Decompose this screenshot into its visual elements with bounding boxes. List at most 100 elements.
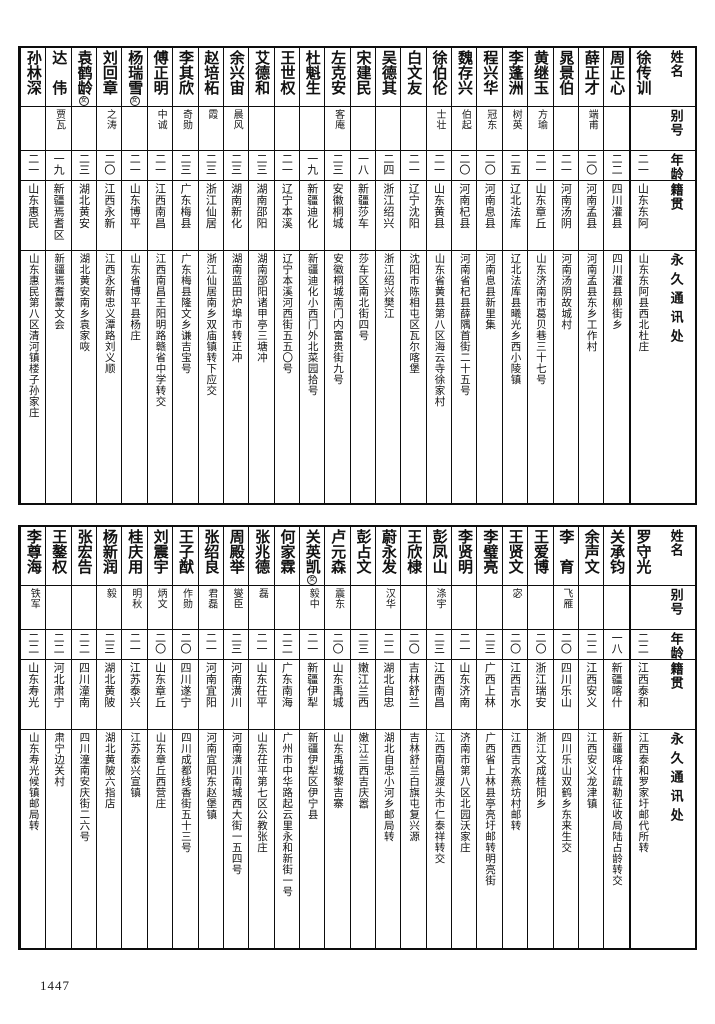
entry-origin-cell: 河南杞县 xyxy=(452,180,477,250)
entry-origin: 山东济南 xyxy=(457,662,471,708)
entry-origin: 河南宜阳 xyxy=(204,662,218,708)
entry-address: 河南孟县东乡工作村 xyxy=(585,253,598,352)
gender-mark-icon: 女 xyxy=(129,96,140,106)
entry-alias: 铁军 xyxy=(28,588,40,609)
entry-age-cell: 二三 xyxy=(249,150,274,180)
entry-age-cell: 二二 xyxy=(604,150,629,180)
entry-address: 河南汤阴故城村 xyxy=(560,253,573,330)
entry-name-wrap: 赵培柘 xyxy=(202,50,220,95)
entry-origin-cell: 新疆焉耆区 xyxy=(46,180,71,250)
entry-address: 安徽桐城南门内富贵街九号 xyxy=(332,253,345,385)
roster-entry-column: 黄继玉 方瑜 二一 山东章丘 山东济南市葛贝巷三十七号 xyxy=(527,48,553,503)
entry-origin: 河南汤阴 xyxy=(559,183,573,229)
entry-alias: 汉华 xyxy=(383,588,395,609)
entry-alias: 之涛 xyxy=(104,109,116,130)
entry-origin-cell: 四川灌县 xyxy=(604,180,629,250)
entry-name-cell: 王子猷 xyxy=(173,527,197,585)
entry-name-wrap: 张绍良 xyxy=(202,529,220,574)
entry-alias-cell: 君磊 xyxy=(198,585,223,629)
entry-origin: 湖北黄陂 xyxy=(102,662,116,708)
entry-name-wrap: 桂庆用 xyxy=(126,529,144,574)
roster-entry-column: 宋建民 一八 新疆莎车 莎车区南北街四号 xyxy=(349,48,376,503)
entry-alias-cell xyxy=(578,585,604,629)
entry-addr-cell: 四川成都线香街五十三号 xyxy=(173,729,198,948)
entry-origin: 辽宁沈阳 xyxy=(407,183,421,229)
entry-origin: 江西吉水 xyxy=(508,662,522,708)
entry-age-cell: 二三 xyxy=(426,629,452,659)
entry-alias: 伯起 xyxy=(459,109,471,130)
entry-origin-cell: 辽北法库 xyxy=(502,180,528,250)
entry-origin: 浙江瑞安 xyxy=(533,662,547,708)
entry-age-cell: 一九 xyxy=(46,150,71,180)
entry-addr-cell: 河南汤阴故城村 xyxy=(553,250,578,503)
entry-age-cell: 二〇 xyxy=(528,629,553,659)
roster-entry-column: 彭占文 二三 嫩江兰西 嫩江兰西吉庆嚣 xyxy=(349,527,376,948)
entry-age: 二一 xyxy=(533,153,547,175)
entry-name-cell: 彭占文 xyxy=(351,527,375,585)
entry-age-cell: 二〇 xyxy=(147,629,173,659)
entry-age-cell: 一八 xyxy=(604,629,629,659)
entry-origin: 广东梅县 xyxy=(178,183,192,229)
entry-age-cell: 二三 xyxy=(325,150,350,180)
entry-age: 一九 xyxy=(305,153,319,175)
entry-age-cell: 二〇 xyxy=(173,629,198,659)
entry-origin-cell: 广东南海 xyxy=(274,659,299,729)
header-address: 永久通讯处 xyxy=(667,253,683,348)
entry-origin: 河南孟县 xyxy=(584,183,598,229)
entry-address: 江西吉水燕坊村邮转 xyxy=(509,732,522,831)
entry-name-cell: 白文友 xyxy=(401,48,425,106)
roster-entry-column: 李贤明 二一 山东济南 济南市第八区北园沃家庄 xyxy=(451,527,477,948)
roster-entry-column: 罗守光 二二 江西泰和 江西泰和罗家圩邮代所转 xyxy=(628,527,655,948)
entry-name-wrap: 薛正才 xyxy=(583,50,601,95)
header-age: 年龄 xyxy=(667,153,683,180)
entry-origin: 新疆迪化 xyxy=(305,183,319,229)
column-header-strip: 姓名 别号 年龄 籍贯 永久通讯处 xyxy=(655,527,695,948)
entry-name-cell: 余兴宙 xyxy=(224,48,248,106)
header-alias-cell: 别号 xyxy=(655,585,695,629)
header-origin: 籍贯 xyxy=(667,662,683,690)
entry-alias-cell: 宓 xyxy=(502,585,528,629)
entry-addr-cell: 莎车区南北街四号 xyxy=(350,250,376,503)
entry-age-cell: 二〇 xyxy=(553,629,578,659)
entry-name-wrap: 刘回章 xyxy=(101,50,119,95)
entry-alias-cell: 端甫 xyxy=(578,106,604,150)
entry-alias: 霞 xyxy=(205,109,217,120)
entry-origin-cell: 山东东阿 xyxy=(630,180,655,250)
entry-origin-cell: 山东禹城 xyxy=(325,659,350,729)
entry-addr-cell: 河南潢川南城西大街一五四号 xyxy=(223,729,249,948)
entry-origin-cell: 河北肃宁 xyxy=(46,659,71,729)
entry-origin: 新疆喀什 xyxy=(610,662,624,708)
entry-alias-cell: 晨风 xyxy=(223,106,249,150)
roster-entry-column: 李其欣 奇勋 二三 广东梅县 广东梅县隆文乡谦吉宝号 xyxy=(172,48,198,503)
entry-origin: 江西泰和 xyxy=(636,662,650,708)
roster-entry-column: 李 育飞雁 二〇 四川乐山 四川乐山双鹤乡东来生交 xyxy=(552,527,578,948)
entry-addr-cell: 广州市中华路起云里永和新街一号 xyxy=(274,729,299,948)
entry-origin-cell: 新疆伊犁 xyxy=(299,659,325,729)
entry-address: 山东济南市葛贝巷三十七号 xyxy=(534,253,547,385)
roster-entry-column: 艾德和 二三 湖南邵阳 湖南邵阳诸甲亭三塘冲 xyxy=(248,48,274,503)
entry-age-cell: 二一 xyxy=(426,150,452,180)
entry-name-cell: 李 育 xyxy=(554,527,578,585)
entry-addr-cell: 山东章丘西营庄 xyxy=(147,729,173,948)
entry-addr-cell: 湖北黄陂六指店 xyxy=(97,729,122,948)
entry-origin-cell: 四川遂宁 xyxy=(173,659,198,729)
entry-origin-cell: 新疆莎车 xyxy=(350,180,376,250)
entry-name: 魏存兴 xyxy=(455,50,474,95)
entry-name: 左克安 xyxy=(329,50,348,95)
entry-name-wrap: 王子猷 xyxy=(177,529,195,574)
entry-age-cell: 二二 xyxy=(578,629,604,659)
entry-address: 浙江文成桂阳乡 xyxy=(534,732,547,809)
roster-entry-column: 桂庆用 明秋 二一 江苏泰兴 江苏泰兴宣镇 xyxy=(121,527,147,948)
entry-age: 二三 xyxy=(483,632,497,654)
entry-address: 广州市中华路起云里永和新街一号 xyxy=(281,732,294,897)
entry-addr-cell: 广东梅县隆文乡谦吉宝号 xyxy=(173,250,198,503)
roster-entry-column: 孙林深 二一 山东惠民 山东惠民第八区清河镇楼子孙家庄 xyxy=(20,48,46,503)
entry-origin-cell: 浙江仙居 xyxy=(198,180,223,250)
header-name-cell: 姓名 xyxy=(655,48,695,106)
entry-alias-cell xyxy=(71,106,97,150)
entry-address: 辽宁本溪河西街五五〇号 xyxy=(281,253,294,374)
entry-origin: 新疆莎车 xyxy=(356,183,370,229)
entry-name-cell: 达 伟 xyxy=(46,48,70,106)
entry-age-cell: 二二 xyxy=(630,629,655,659)
roster-entry-column: 徐伯伦 士壮 二一 山东黄县 山东省黄县第八区海云寺徐家村 xyxy=(425,48,452,503)
